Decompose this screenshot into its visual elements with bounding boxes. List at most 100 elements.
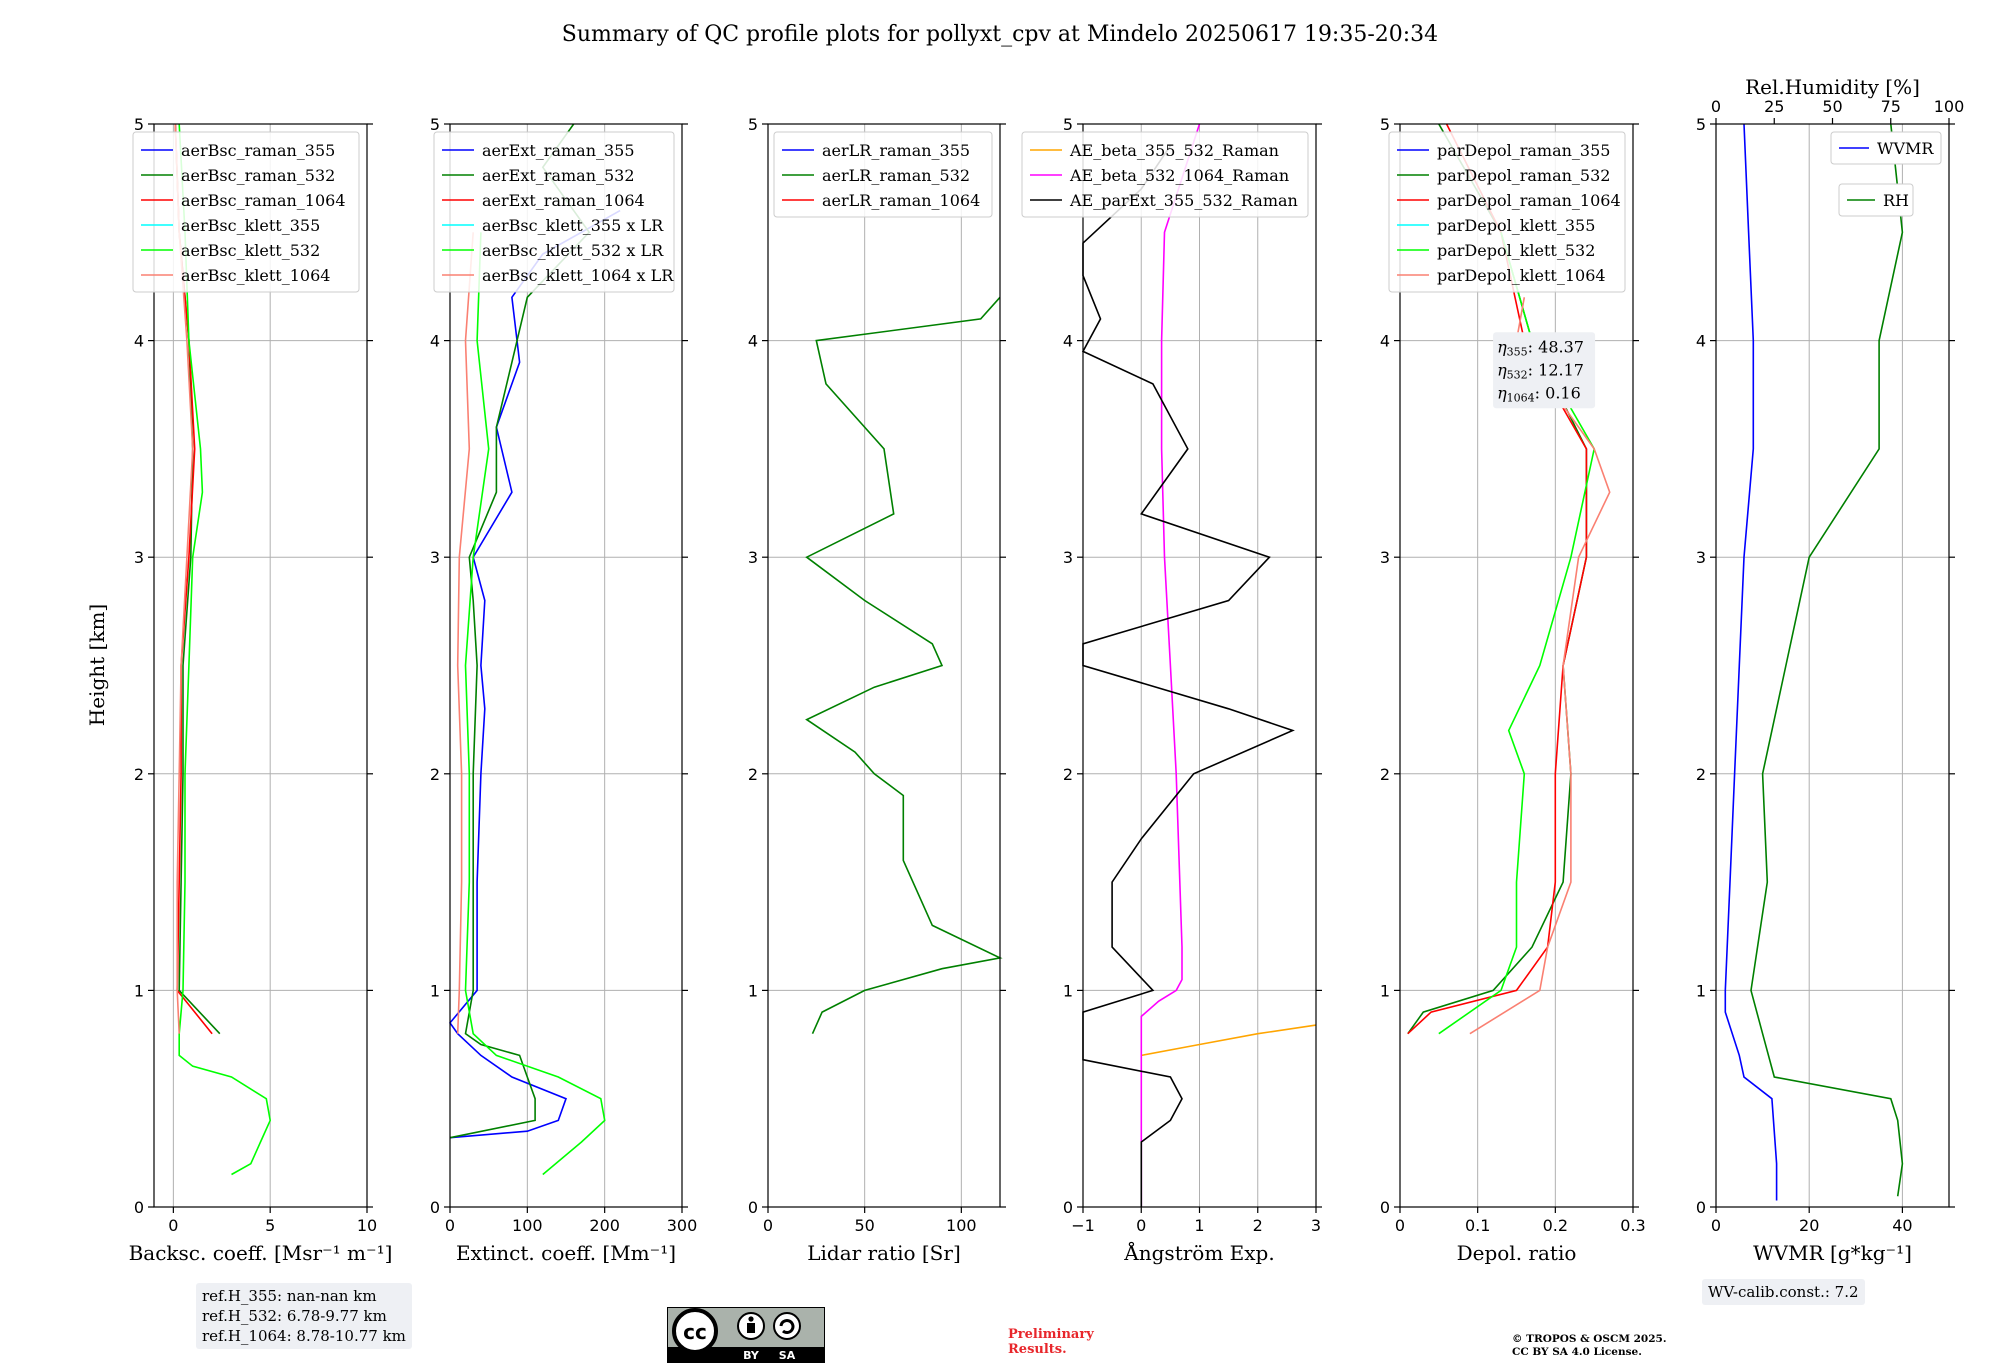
y-tick-label: 4 bbox=[748, 332, 758, 351]
legend-label: parDepol_klett_532 bbox=[1437, 241, 1595, 260]
x-tick-label: 0 bbox=[168, 1216, 178, 1235]
x-axis-label: WVMR [g*kg⁻¹] bbox=[1753, 1241, 1912, 1265]
series-line-aerbsc-klett-1064-x-lr bbox=[456, 232, 474, 1034]
series-line-pardepol-klett-532 bbox=[1438, 232, 1596, 1035]
x-axis-label: Lidar ratio [Sr] bbox=[807, 1241, 961, 1265]
x-tick-label: 100 bbox=[946, 1216, 977, 1235]
x-tick-label: 0 bbox=[1395, 1216, 1405, 1235]
legend-label: WVMR bbox=[1877, 139, 1934, 158]
legend-box bbox=[433, 131, 675, 293]
y-tick-label: 2 bbox=[134, 765, 144, 784]
legend-box bbox=[1838, 183, 1914, 217]
series-line-pardepol-klett-1064 bbox=[1469, 297, 1611, 1035]
series-line-aerlr-raman-532 bbox=[805, 296, 1003, 1035]
y-tick-label: 0 bbox=[1380, 1198, 1390, 1217]
y-tick-label: 0 bbox=[1696, 1198, 1706, 1217]
x-tick-label: 50 bbox=[854, 1216, 874, 1235]
axes-frame bbox=[767, 123, 1001, 1208]
y-tick-label: 2 bbox=[430, 765, 440, 784]
y-tick-label: 5 bbox=[134, 115, 144, 134]
legend bbox=[132, 131, 360, 293]
legend-label: aerLR_raman_532 bbox=[822, 166, 970, 185]
legend-label: aerBsc_raman_1064 bbox=[181, 191, 346, 210]
x-tick-label: 0 bbox=[763, 1216, 773, 1235]
copyright-note: © TROPOS & OSCM 2025. CC BY SA 4.0 Licen… bbox=[1512, 1333, 1667, 1359]
axes-frame bbox=[449, 123, 683, 1208]
y-tick-label: 0 bbox=[748, 1198, 758, 1217]
legend-wvmr bbox=[1830, 131, 1942, 165]
cc-by-sa-license-badge: cc BY SA bbox=[667, 1307, 825, 1363]
y-tick-label: 1 bbox=[430, 981, 440, 1000]
x2-tick-label: 100 bbox=[1934, 97, 1965, 116]
eta-annotation-box bbox=[1493, 332, 1596, 409]
legend-label: aerBsc_klett_532 x LR bbox=[482, 241, 664, 260]
series-line-ae-parext-355-532-raman bbox=[1081, 145, 1295, 1207]
legend-label: aerBsc_klett_1064 x LR bbox=[482, 266, 674, 285]
series-line-rh bbox=[1750, 123, 1904, 1197]
y-tick-label: 1 bbox=[748, 981, 758, 1000]
legend bbox=[1021, 131, 1309, 218]
y-tick-label: 5 bbox=[1380, 115, 1390, 134]
y-tick-label: 3 bbox=[134, 548, 144, 567]
legend-label: AE_parExt_355_532_Raman bbox=[1069, 191, 1298, 210]
x-tick-label: 20 bbox=[1799, 1216, 1819, 1235]
x2-axis-label: Rel.Humidity [%] bbox=[1745, 75, 1920, 99]
y-tick-label: 5 bbox=[1696, 115, 1706, 134]
x-tick-label: 0 bbox=[1711, 1216, 1721, 1235]
wv-calib-box: WV-calib.const.: 7.2 bbox=[1702, 1279, 1865, 1305]
y-axis-label: Height [km] bbox=[85, 604, 109, 726]
copyright-line-2: CC BY SA 4.0 License. bbox=[1512, 1346, 1642, 1358]
x-tick-label: 0 bbox=[445, 1216, 455, 1235]
series-line-ae-beta-532-1064-raman bbox=[1140, 123, 1201, 1207]
legend-label: aerBsc_klett_355 x LR bbox=[482, 216, 664, 235]
y-tick-label: 5 bbox=[430, 115, 440, 134]
y-tick-label: 4 bbox=[134, 332, 144, 351]
legend-box bbox=[773, 131, 993, 218]
eta-532-value: 12.17 bbox=[1538, 360, 1584, 379]
sa-label: SA bbox=[779, 1349, 796, 1362]
x-tick-label: −1 bbox=[1071, 1216, 1095, 1235]
series-line-aerbsc-klett-532 bbox=[178, 123, 272, 1176]
x-tick-label: 100 bbox=[512, 1216, 543, 1235]
legend-label: aerBsc_klett_1064 bbox=[181, 266, 330, 285]
preliminary-line-2: Results. bbox=[1008, 1342, 1067, 1357]
axes-frame bbox=[153, 123, 368, 1208]
x2-tick-label: 75 bbox=[1881, 97, 1901, 116]
y-tick-label: 2 bbox=[1696, 765, 1706, 784]
x-tick-label: 300 bbox=[667, 1216, 698, 1235]
eta-1064-label: η1064: 0.16 bbox=[1497, 383, 1581, 404]
legend-label: aerLR_raman_1064 bbox=[822, 191, 980, 210]
y-tick-label: 5 bbox=[748, 115, 758, 134]
series-line-aerext-raman-355 bbox=[448, 209, 621, 1139]
cc-logo-text: cc bbox=[683, 1320, 707, 1344]
x-tick-label: 1 bbox=[1194, 1216, 1204, 1235]
x-axis-label: Backsc. coeff. [Msr⁻¹ m⁻¹] bbox=[129, 1241, 393, 1265]
by-label: BY bbox=[743, 1349, 760, 1362]
legend-label: aerBsc_raman_355 bbox=[181, 141, 335, 160]
y-tick-label: 3 bbox=[430, 548, 440, 567]
share-alike-icon bbox=[773, 1312, 801, 1340]
panel-2 bbox=[444, 123, 688, 1213]
series-line-aerext-raman-532 bbox=[449, 123, 591, 1139]
y-tick-label: 3 bbox=[1696, 548, 1706, 567]
y-tick-label: 1 bbox=[1380, 981, 1390, 1000]
legend bbox=[773, 131, 993, 218]
x-tick-label: 200 bbox=[589, 1216, 620, 1235]
legend bbox=[1388, 131, 1626, 293]
y-tick-label: 4 bbox=[1380, 332, 1390, 351]
y-tick-label: 2 bbox=[748, 765, 758, 784]
x-tick-label: 0.3 bbox=[1620, 1216, 1645, 1235]
y-tick-label: 0 bbox=[430, 1198, 440, 1217]
x-tick-label: 2 bbox=[1253, 1216, 1263, 1235]
x-tick-label: 3 bbox=[1311, 1216, 1321, 1235]
y-tick-label: 1 bbox=[1063, 981, 1073, 1000]
y-tick-label: 3 bbox=[1380, 548, 1390, 567]
legend-label: AE_beta_532_1064_Raman bbox=[1069, 166, 1289, 185]
y-tick-label: 4 bbox=[430, 332, 440, 351]
x2-tick-label: 0 bbox=[1711, 97, 1721, 116]
y-tick-label: 1 bbox=[134, 981, 144, 1000]
series-line-wvmr bbox=[1724, 123, 1778, 1201]
legend-label: parDepol_klett_1064 bbox=[1437, 266, 1606, 285]
y-tick-label: 0 bbox=[1063, 1198, 1073, 1217]
